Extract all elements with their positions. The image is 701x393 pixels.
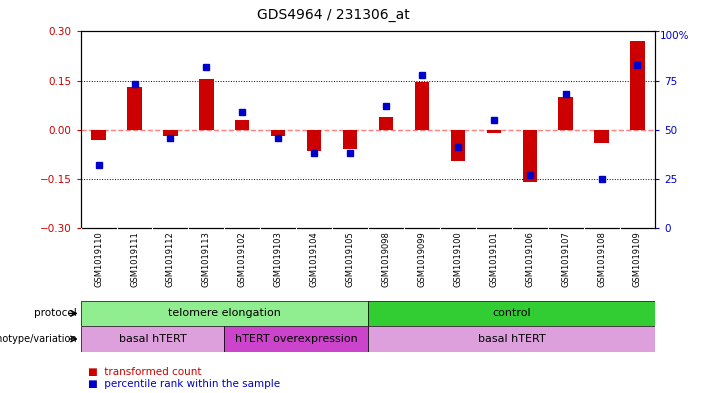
Bar <box>199 79 214 130</box>
Bar <box>307 130 321 151</box>
Bar <box>271 130 285 136</box>
Bar <box>451 130 465 161</box>
Text: GSM1019099: GSM1019099 <box>417 231 426 287</box>
Bar <box>368 326 655 352</box>
Text: hTERT overexpression: hTERT overexpression <box>235 334 358 344</box>
Bar <box>224 326 368 352</box>
Bar <box>235 120 250 130</box>
Text: GSM1019108: GSM1019108 <box>597 231 606 287</box>
Bar <box>630 41 645 130</box>
Text: telomere elongation: telomere elongation <box>168 309 281 318</box>
Text: GSM1019106: GSM1019106 <box>525 231 534 287</box>
Text: GSM1019098: GSM1019098 <box>381 231 390 287</box>
Bar <box>81 301 368 326</box>
Bar <box>415 82 429 130</box>
Text: basal hTERT: basal hTERT <box>478 334 545 344</box>
Text: basal hTERT: basal hTERT <box>118 334 186 344</box>
Bar <box>522 130 537 182</box>
Text: GSM1019109: GSM1019109 <box>633 231 642 287</box>
Bar <box>163 130 177 136</box>
Text: protocol: protocol <box>34 309 77 318</box>
Text: 100%: 100% <box>660 31 689 41</box>
Bar <box>379 117 393 130</box>
Text: ■  transformed count: ■ transformed count <box>88 367 201 377</box>
Text: GSM1019113: GSM1019113 <box>202 231 211 287</box>
Bar <box>81 326 224 352</box>
Bar <box>91 130 106 140</box>
Text: GSM1019104: GSM1019104 <box>310 231 319 287</box>
Bar <box>594 130 608 143</box>
Text: GDS4964 / 231306_at: GDS4964 / 231306_at <box>257 7 409 22</box>
Text: GSM1019112: GSM1019112 <box>166 231 175 287</box>
Text: control: control <box>492 309 531 318</box>
Bar <box>559 97 573 130</box>
Text: GSM1019102: GSM1019102 <box>238 231 247 287</box>
Text: GSM1019100: GSM1019100 <box>454 231 463 287</box>
Text: GSM1019101: GSM1019101 <box>489 231 498 287</box>
Text: genotype/variation: genotype/variation <box>0 334 77 344</box>
Bar <box>486 130 501 133</box>
Bar <box>343 130 358 149</box>
Text: GSM1019110: GSM1019110 <box>94 231 103 287</box>
Text: ■  percentile rank within the sample: ■ percentile rank within the sample <box>88 379 280 389</box>
Text: GSM1019111: GSM1019111 <box>130 231 139 287</box>
Text: GSM1019107: GSM1019107 <box>561 231 570 287</box>
Text: GSM1019105: GSM1019105 <box>346 231 355 287</box>
Bar <box>368 301 655 326</box>
Bar <box>128 87 142 130</box>
Text: GSM1019103: GSM1019103 <box>273 231 283 287</box>
